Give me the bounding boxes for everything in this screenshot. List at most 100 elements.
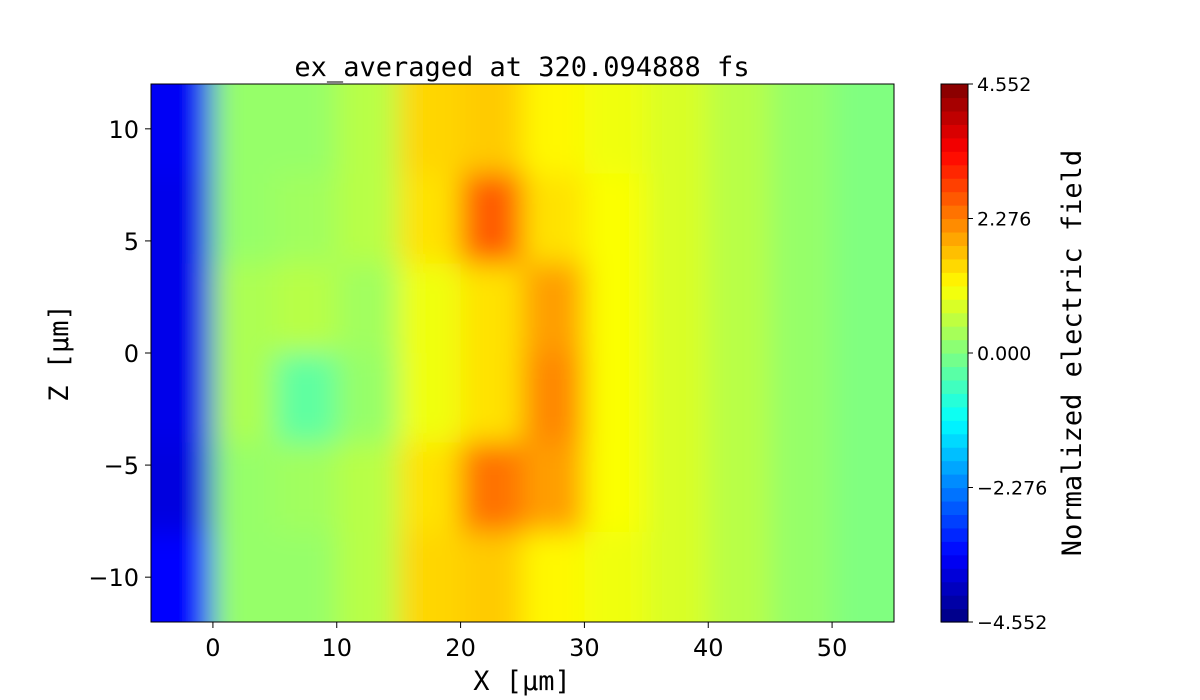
y-tick-label: 10 (108, 116, 139, 144)
colorbar-band (941, 447, 968, 462)
heatmap-cell (212, 84, 276, 175)
y-tick-label: −5 (104, 452, 139, 480)
heatmap-cell (274, 532, 338, 622)
colorbar-label: Normalized electric field (1057, 150, 1088, 556)
y-axis: 10 5 0 −5 −10 (88, 116, 151, 592)
colorbar-band (941, 339, 968, 354)
colorbar-band (941, 379, 968, 394)
colorbar-band (941, 487, 968, 502)
colorbar-band (941, 178, 968, 193)
heatmap-cell (398, 532, 462, 622)
colorbar-tick-label: −4.552 (977, 612, 1047, 634)
chart-title: ex_averaged at 320.094888 fs (294, 52, 749, 83)
colorbar-band (941, 110, 968, 125)
heatmap-cell (460, 263, 524, 354)
heatmap-cell (708, 353, 772, 444)
heatmap-cell (336, 84, 400, 175)
heatmap-cell (646, 353, 710, 444)
heatmap-cell (460, 84, 524, 175)
heatmap-cell (832, 532, 894, 622)
heatmap-cell (646, 532, 710, 622)
heatmap-cell (584, 442, 648, 534)
colorbar-band (941, 258, 968, 273)
colorbar-band (941, 541, 968, 556)
heatmap-cell (398, 173, 462, 265)
heatmap-cell (274, 353, 338, 444)
colorbar-band (941, 366, 968, 381)
heatmap-cell (584, 263, 648, 354)
colorbar-band (941, 312, 968, 327)
heatmap-cell (708, 532, 772, 622)
heatmap-cell (460, 173, 524, 265)
colorbar-band (941, 231, 968, 246)
heatmap-cell (770, 84, 834, 175)
x-axis: 0 10 20 30 40 50 (205, 622, 847, 662)
colorbar-band (941, 514, 968, 529)
colorbar-band (941, 151, 968, 166)
heatmap-cell (336, 263, 400, 354)
x-tick-label: 50 (817, 634, 848, 662)
colorbar-band (941, 581, 968, 596)
colorbar-band (941, 272, 968, 287)
heatmap-cell (646, 173, 710, 265)
heatmap-cell (212, 442, 276, 534)
heatmap-cell (274, 442, 338, 534)
colorbar (941, 84, 968, 623)
colorbar-band (941, 137, 968, 152)
colorbar-band (941, 285, 968, 300)
heatmap-cell (151, 353, 214, 444)
heatmap-cell (398, 353, 462, 444)
heatmap-cell (522, 84, 586, 175)
heatmap-cell (336, 173, 400, 265)
heatmap-cell (274, 263, 338, 354)
heatmap-cell (770, 173, 834, 265)
colorbar-band (941, 191, 968, 206)
heatmap-cell (708, 84, 772, 175)
heatmap-cell (460, 353, 524, 444)
x-tick-label: 40 (693, 634, 724, 662)
y-tick-label: −10 (88, 564, 139, 592)
x-tick-label: 0 (205, 634, 220, 662)
heatmap-cell (336, 442, 400, 534)
colorbar-band (941, 299, 968, 314)
colorbar-band (941, 393, 968, 408)
heatmap-cell (832, 442, 894, 534)
colorbar-band (941, 420, 968, 435)
heatmap-cell (646, 442, 710, 534)
heatmap-cell (274, 84, 338, 175)
colorbar-band (941, 218, 968, 233)
colorbar-ticks: 4.552 2.276 0.000 −2.276 −4.552 (968, 74, 1047, 634)
colorbar-tick-label: 0.000 (977, 343, 1031, 365)
colorbar-band (941, 568, 968, 583)
heatmap-cell (770, 532, 834, 622)
heatmap-cell (522, 442, 586, 534)
colorbar-band (941, 527, 968, 542)
heatmap-cell (708, 173, 772, 265)
heatmap-cells (151, 84, 894, 622)
colorbar-tick-label: −2.276 (977, 478, 1047, 500)
colorbar-band (941, 353, 968, 368)
colorbar-band (941, 460, 968, 475)
colorbar-band (941, 97, 968, 112)
colorbar-tick-label: 2.276 (977, 209, 1031, 231)
x-tick-label: 20 (445, 634, 476, 662)
heatmap-cell (460, 442, 524, 534)
heatmap-cell (708, 263, 772, 354)
y-tick-label: 0 (124, 340, 139, 368)
colorbar-band (941, 124, 968, 139)
heatmap-cell (584, 173, 648, 265)
heatmap-cell (274, 173, 338, 265)
colorbar-band (941, 474, 968, 489)
heatmap-cell (522, 173, 586, 265)
heatmap-cell (770, 263, 834, 354)
heatmap-cell (646, 263, 710, 354)
heatmap-cell (584, 532, 648, 622)
colorbar-band (941, 595, 968, 610)
y-axis-label: Z [μm] (44, 304, 75, 402)
heatmap-cell (460, 532, 524, 622)
colorbar-band (941, 433, 968, 448)
heatmap-cell (212, 353, 276, 444)
heatmap-cell (646, 84, 710, 175)
heatmap-cell (832, 84, 894, 175)
heatmap-cell (151, 532, 214, 622)
